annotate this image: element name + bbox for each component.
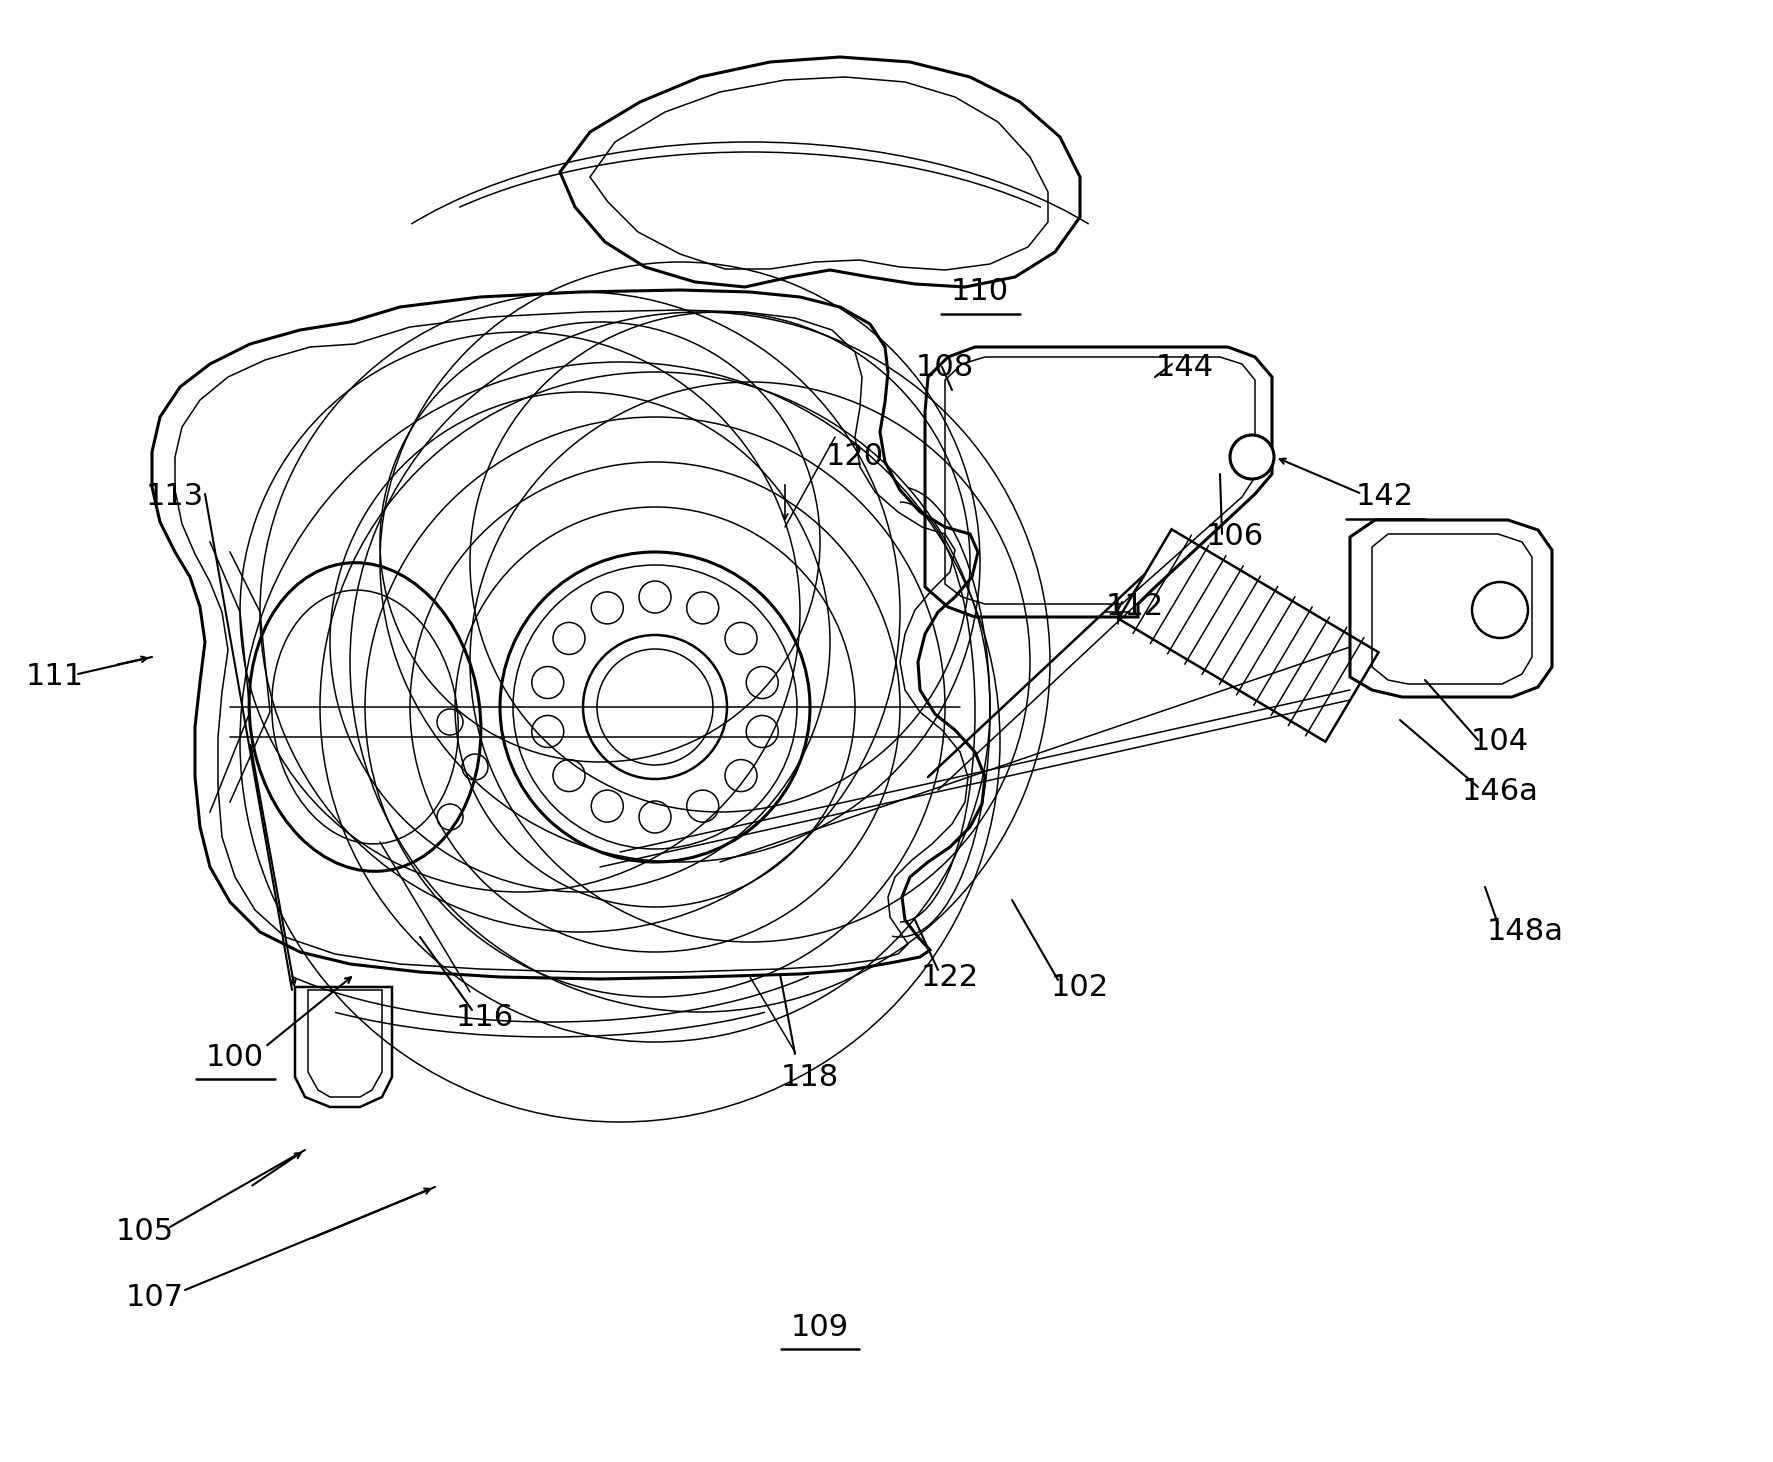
Text: 112: 112	[1106, 592, 1165, 621]
Text: 110: 110	[950, 278, 1009, 307]
Text: 111: 111	[27, 662, 83, 692]
Text: 146a: 146a	[1461, 778, 1539, 807]
Text: 122: 122	[920, 962, 979, 991]
Text: 142: 142	[1356, 482, 1415, 512]
Text: 120: 120	[826, 443, 885, 472]
Text: 118: 118	[780, 1063, 839, 1092]
Text: 100: 100	[206, 1042, 264, 1072]
Text: 105: 105	[115, 1218, 174, 1247]
Text: 113: 113	[145, 482, 204, 512]
Text: 107: 107	[126, 1282, 184, 1311]
Text: 102: 102	[1051, 972, 1110, 1001]
Text: 148a: 148a	[1486, 918, 1564, 946]
Text: 106: 106	[1206, 522, 1264, 551]
Text: 104: 104	[1472, 728, 1528, 756]
Circle shape	[1230, 436, 1275, 480]
Text: 109: 109	[791, 1313, 849, 1342]
Text: 144: 144	[1156, 352, 1215, 382]
Text: 108: 108	[917, 352, 973, 382]
Text: 116: 116	[456, 1003, 514, 1032]
